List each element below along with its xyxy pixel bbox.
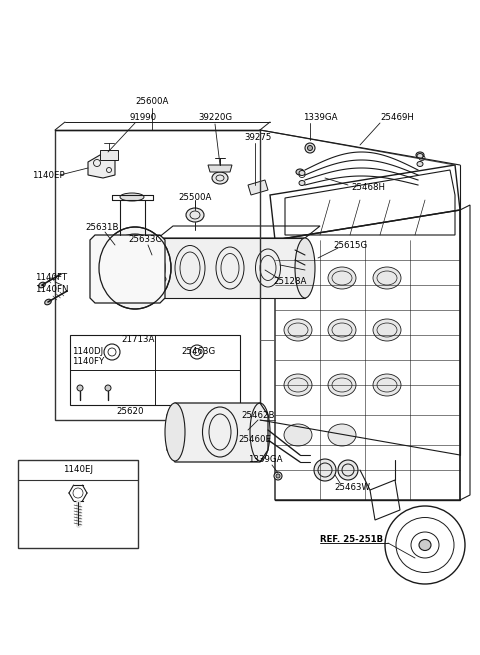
Text: 39275: 39275: [244, 134, 272, 143]
Text: 25469H: 25469H: [380, 113, 414, 122]
Text: 25600A: 25600A: [135, 98, 168, 107]
Ellipse shape: [165, 403, 185, 461]
Text: 25633C: 25633C: [128, 236, 162, 244]
Text: 1339GA: 1339GA: [303, 113, 337, 122]
Text: 21713A: 21713A: [121, 335, 155, 345]
Text: 1140FY: 1140FY: [72, 358, 104, 367]
Ellipse shape: [284, 267, 312, 289]
Polygon shape: [248, 180, 268, 195]
Ellipse shape: [148, 238, 168, 298]
Ellipse shape: [295, 238, 315, 298]
Text: REF. 25-251B: REF. 25-251B: [321, 536, 384, 544]
Text: 91990: 91990: [130, 113, 156, 122]
Text: 1140DJ: 1140DJ: [72, 348, 104, 356]
Text: 25468H: 25468H: [351, 183, 385, 193]
Ellipse shape: [338, 460, 358, 480]
Ellipse shape: [314, 459, 336, 481]
Ellipse shape: [416, 152, 424, 158]
Ellipse shape: [99, 227, 171, 309]
Polygon shape: [88, 155, 115, 178]
Ellipse shape: [186, 208, 204, 222]
Text: 25460E: 25460E: [239, 436, 272, 445]
Ellipse shape: [328, 267, 356, 289]
Text: 25631B: 25631B: [85, 223, 119, 233]
Text: 25620: 25620: [116, 407, 144, 417]
Text: 1140FN: 1140FN: [35, 286, 69, 295]
Text: 25463W: 25463W: [334, 483, 370, 493]
Ellipse shape: [276, 474, 280, 478]
Ellipse shape: [299, 170, 305, 176]
Ellipse shape: [328, 424, 356, 446]
Ellipse shape: [328, 374, 356, 396]
Ellipse shape: [39, 282, 45, 288]
Ellipse shape: [373, 319, 401, 341]
Polygon shape: [100, 150, 118, 160]
Polygon shape: [167, 403, 268, 462]
Ellipse shape: [274, 472, 282, 480]
Text: 1140EJ: 1140EJ: [63, 466, 93, 474]
Ellipse shape: [419, 540, 431, 550]
Text: 25462B: 25462B: [241, 411, 275, 419]
Ellipse shape: [284, 424, 312, 446]
Text: 25463G: 25463G: [181, 348, 215, 356]
Ellipse shape: [417, 153, 423, 159]
Polygon shape: [90, 235, 165, 303]
Text: 25615G: 25615G: [333, 240, 367, 250]
Ellipse shape: [284, 319, 312, 341]
Ellipse shape: [417, 162, 423, 166]
Ellipse shape: [105, 385, 111, 391]
Ellipse shape: [299, 181, 305, 185]
Ellipse shape: [212, 172, 228, 184]
Ellipse shape: [132, 243, 137, 248]
Polygon shape: [158, 238, 305, 298]
Ellipse shape: [385, 506, 465, 584]
Text: 25128A: 25128A: [273, 278, 307, 286]
Text: 1140FT: 1140FT: [35, 274, 67, 282]
Ellipse shape: [296, 169, 304, 175]
Ellipse shape: [120, 193, 144, 201]
Ellipse shape: [45, 299, 51, 305]
Ellipse shape: [77, 385, 83, 391]
Text: 1140EP: 1140EP: [32, 170, 64, 179]
Polygon shape: [208, 165, 232, 172]
Text: 39220G: 39220G: [198, 113, 232, 122]
Ellipse shape: [373, 267, 401, 289]
Ellipse shape: [284, 374, 312, 396]
Text: 25500A: 25500A: [178, 193, 212, 202]
Ellipse shape: [328, 319, 356, 341]
Ellipse shape: [308, 145, 312, 151]
Bar: [18, 460, 138, 548]
Ellipse shape: [161, 276, 166, 282]
Ellipse shape: [104, 276, 109, 282]
Text: 1339GA: 1339GA: [248, 455, 282, 464]
Ellipse shape: [373, 374, 401, 396]
Ellipse shape: [305, 143, 315, 153]
Ellipse shape: [124, 255, 146, 281]
